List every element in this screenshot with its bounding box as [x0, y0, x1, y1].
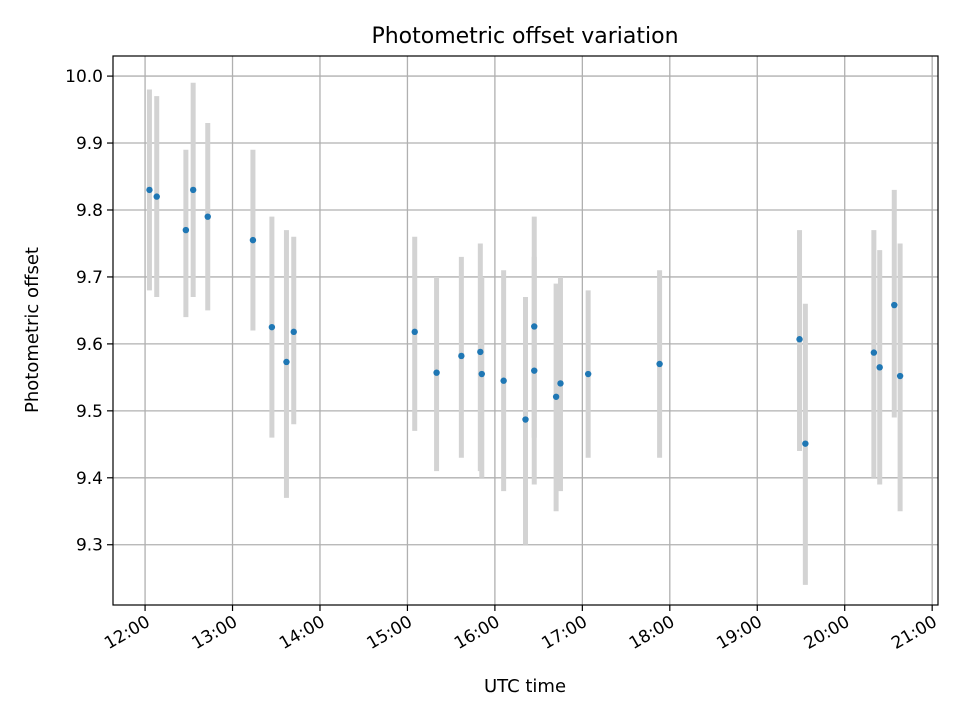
data-point	[411, 328, 418, 336]
data-point	[552, 393, 560, 400]
data-point	[478, 370, 485, 378]
y-tick-label: 9.6	[76, 335, 103, 355]
data-point	[283, 358, 290, 366]
data-point	[500, 377, 507, 384]
data-point	[891, 301, 898, 309]
chart-title: Photometric offset variation	[371, 24, 678, 49]
y-axis-ticks: 9.3 9.4 9.5 9.6 9.7 9.8 9.9 10.0	[65, 67, 113, 556]
y-tick-label: 10.0	[65, 67, 103, 87]
data-point	[531, 367, 538, 374]
y-tick-label: 9.5	[76, 402, 103, 422]
data-point	[870, 349, 878, 356]
data-point	[656, 360, 663, 368]
data-point	[796, 336, 803, 343]
y-tick-label: 9.7	[76, 268, 103, 288]
y-tick-label: 9.4	[76, 469, 103, 489]
data-point	[189, 186, 197, 194]
data-point	[896, 372, 904, 380]
y-tick-label: 9.9	[76, 134, 103, 154]
y-tick-label: 9.3	[76, 536, 103, 556]
x-axis-label: UTC time	[484, 676, 566, 697]
data-point	[290, 328, 297, 336]
data-point	[802, 440, 809, 447]
data-point	[531, 323, 538, 330]
data-point	[146, 186, 153, 194]
data-point	[268, 323, 276, 331]
y-tick-label: 9.8	[76, 201, 103, 221]
plot-frame	[112, 55, 939, 606]
data-point	[204, 213, 211, 220]
data-point	[557, 380, 564, 387]
data-point	[522, 416, 529, 423]
data-point	[153, 193, 160, 200]
data-point	[249, 236, 257, 244]
data-point	[477, 348, 484, 356]
y-axis-label: Photometric offset	[22, 247, 43, 413]
data-point	[182, 226, 190, 234]
data-point	[458, 352, 465, 360]
data-point	[584, 370, 592, 378]
data-point	[876, 364, 883, 371]
data-points	[146, 186, 904, 447]
data-point	[433, 369, 440, 376]
